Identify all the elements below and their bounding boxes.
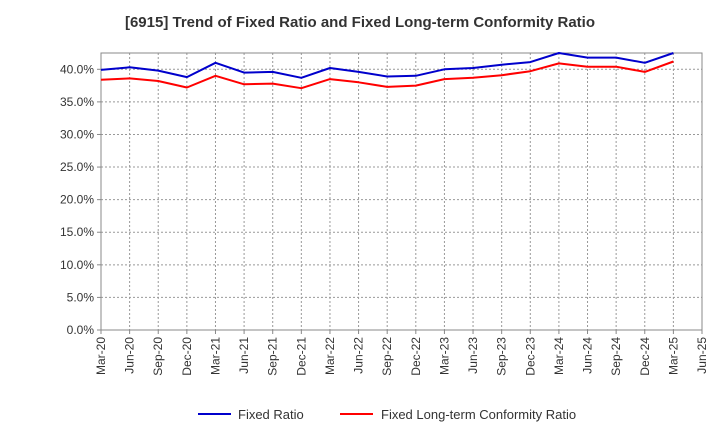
x-tick-label: Sep-21 — [266, 337, 280, 376]
y-tick-label: 15.0% — [60, 225, 94, 239]
y-tick-label: 20.0% — [60, 193, 94, 207]
x-tick-label: Sep-23 — [495, 337, 509, 376]
series-line-fixed-ratio — [100, 52, 674, 79]
x-tick-label: Mar-24 — [552, 337, 566, 375]
legend-label-fixed-long-term-conformity-ratio: Fixed Long-term Conformity Ratio — [381, 407, 576, 422]
series-layer — [100, 52, 674, 90]
x-tick-label: Sep-20 — [151, 337, 165, 376]
x-tick-label: Sep-22 — [380, 337, 394, 376]
x-tick-label: Jun-22 — [352, 337, 366, 374]
legend-label-fixed-ratio: Fixed Ratio — [238, 407, 304, 422]
x-tick-label: Jun-21 — [237, 337, 251, 374]
x-tick-label: Mar-20 — [94, 337, 108, 375]
x-tick-label: Dec-20 — [180, 337, 194, 376]
y-tick-label: 5.0% — [67, 290, 95, 304]
x-tick-label: Mar-23 — [437, 337, 451, 375]
x-tick-label: Sep-24 — [609, 337, 623, 376]
axis-layer: 0.0% 5.0% 10.0% 15.0% 20.0% 25.0% 30.0% 35.0% 40… — [60, 52, 709, 376]
x-tick-label: Mar-25 — [666, 337, 680, 375]
x-tick-label: Dec-23 — [523, 337, 537, 376]
legend: Fixed Ratio Fixed Long-term Conformity Ra… — [198, 407, 576, 422]
y-tick-label: 35.0% — [60, 95, 94, 109]
series-line-fixed-long-term-conformity-ratio — [100, 60, 674, 90]
x-tick-label: Mar-21 — [208, 337, 222, 375]
x-tick-label: Dec-24 — [638, 337, 652, 376]
x-tick-label: Dec-22 — [409, 337, 423, 376]
chart-title: [6915] Trend of Fixed Ratio and Fixed Lo… — [124, 14, 596, 31]
y-tick-label: 10.0% — [60, 258, 94, 272]
x-tick-label: Jun-25 — [695, 337, 709, 374]
y-tick-label: 40.0% — [60, 62, 94, 76]
x-tick-label: Mar-22 — [323, 337, 337, 375]
y-tick-label: 30.0% — [60, 127, 94, 141]
y-tick-label: 0.0% — [67, 323, 95, 337]
plot-frame — [100, 52, 703, 331]
x-tick-label: Dec-21 — [294, 337, 308, 376]
x-tick-label: Jun-24 — [581, 337, 595, 374]
y-tick-label: 25.0% — [60, 160, 94, 174]
x-tick-label: Jun-20 — [123, 337, 137, 374]
grid-layer — [101, 53, 702, 330]
x-tick-label: Jun-23 — [466, 337, 480, 374]
